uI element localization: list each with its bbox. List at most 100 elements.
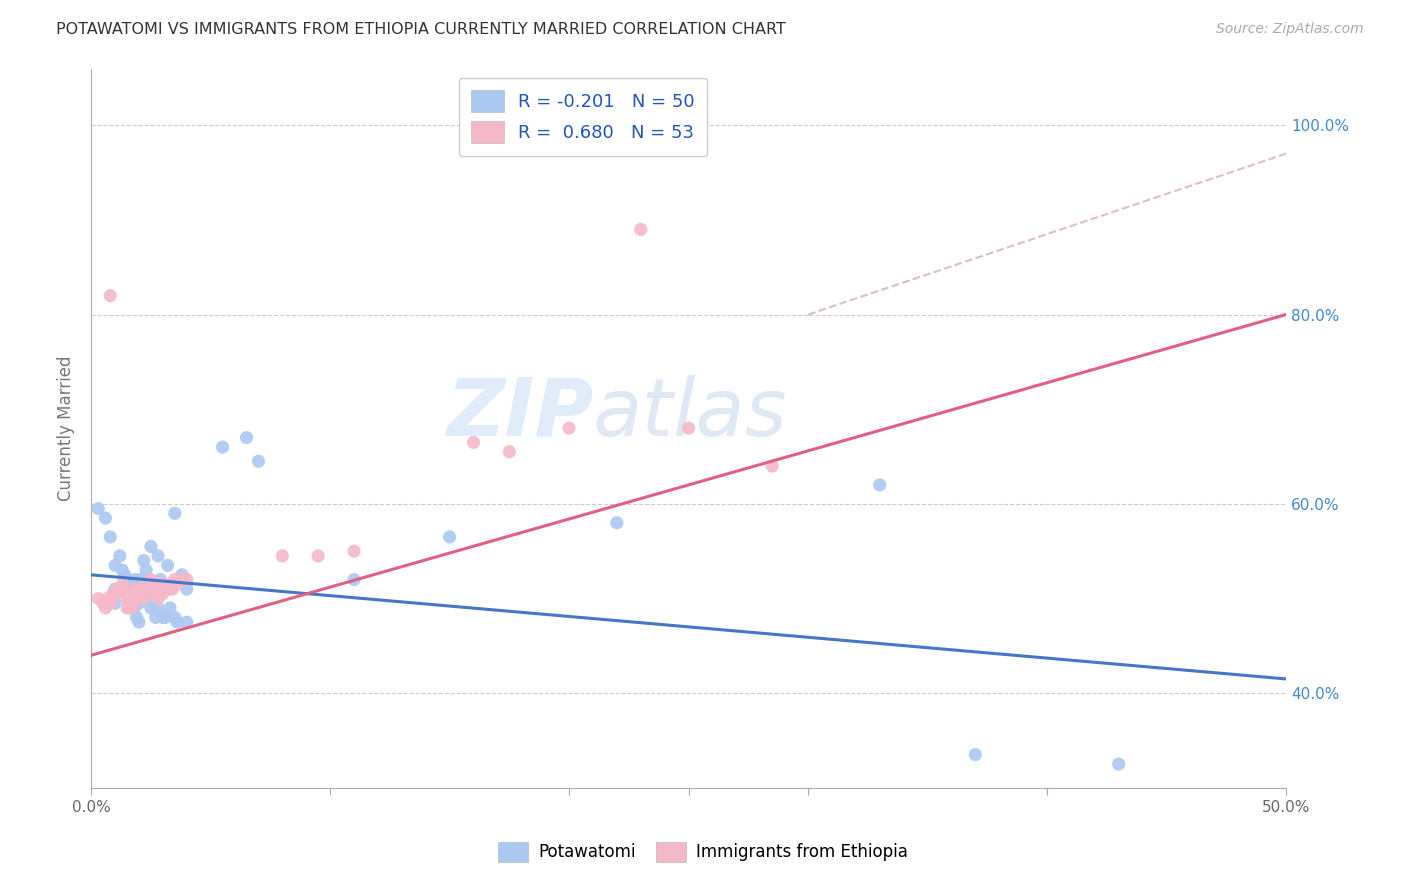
Point xyxy=(131,582,153,596)
Point xyxy=(156,577,179,591)
Point xyxy=(111,563,134,577)
Point xyxy=(166,615,188,629)
Point xyxy=(121,582,143,596)
Point xyxy=(91,596,114,610)
Point xyxy=(135,577,157,591)
Point xyxy=(247,454,270,468)
Point xyxy=(114,567,136,582)
Point xyxy=(97,591,120,606)
Point xyxy=(138,573,160,587)
Point xyxy=(630,222,652,236)
Point xyxy=(108,582,131,596)
Point xyxy=(122,573,145,587)
Point xyxy=(125,591,148,606)
Point xyxy=(463,435,485,450)
Point xyxy=(118,591,141,606)
Point xyxy=(98,288,121,302)
Point xyxy=(142,591,165,606)
Point xyxy=(94,601,117,615)
Point xyxy=(152,577,174,591)
Point xyxy=(163,573,186,587)
Point xyxy=(343,544,366,558)
Point xyxy=(115,573,138,587)
Point xyxy=(139,582,162,596)
Point xyxy=(139,540,162,554)
Point xyxy=(235,431,257,445)
Point xyxy=(121,587,143,601)
Point xyxy=(156,558,179,573)
Point xyxy=(146,549,169,563)
Point xyxy=(107,582,129,596)
Point xyxy=(965,747,987,762)
Point xyxy=(439,530,461,544)
Point xyxy=(159,582,181,596)
Point xyxy=(118,582,141,596)
Point xyxy=(606,516,628,530)
Point xyxy=(159,601,181,615)
Point xyxy=(128,582,150,596)
Point xyxy=(163,610,186,624)
Point xyxy=(131,587,153,601)
Point xyxy=(155,610,177,624)
Point xyxy=(128,573,150,587)
Point xyxy=(152,587,174,601)
Point xyxy=(149,582,172,596)
Point xyxy=(139,573,162,587)
Point xyxy=(146,601,169,615)
Point xyxy=(145,610,167,624)
Point xyxy=(132,591,155,606)
Point xyxy=(498,444,520,458)
Point xyxy=(145,587,167,601)
Point xyxy=(146,591,169,606)
Point xyxy=(104,558,127,573)
Text: ZIP: ZIP xyxy=(446,375,593,453)
Point xyxy=(128,615,150,629)
Point xyxy=(176,573,198,587)
Point xyxy=(163,506,186,520)
Point xyxy=(869,478,891,492)
Point xyxy=(122,582,145,596)
Point xyxy=(761,458,783,473)
Point xyxy=(114,587,136,601)
Text: Source: ZipAtlas.com: Source: ZipAtlas.com xyxy=(1216,22,1364,37)
Point xyxy=(122,601,145,615)
Point xyxy=(104,587,127,601)
Text: atlas: atlas xyxy=(593,375,787,453)
Point xyxy=(176,582,198,596)
Point xyxy=(155,582,177,596)
Point xyxy=(211,440,233,454)
Point xyxy=(104,582,127,596)
Point xyxy=(128,591,150,606)
Point xyxy=(678,421,700,435)
Point xyxy=(98,596,121,610)
Point xyxy=(87,591,110,606)
Point xyxy=(166,577,188,591)
Point xyxy=(558,421,581,435)
Point xyxy=(104,596,127,610)
Point xyxy=(94,511,117,525)
Point xyxy=(132,554,155,568)
Point xyxy=(176,615,198,629)
Point xyxy=(128,596,150,610)
Point xyxy=(271,549,294,563)
Point xyxy=(162,582,184,596)
Point xyxy=(121,601,143,615)
Point xyxy=(108,549,131,563)
Point xyxy=(135,563,157,577)
Y-axis label: Currently Married: Currently Married xyxy=(58,355,75,501)
Point xyxy=(118,601,141,615)
Text: POTAWATOMI VS IMMIGRANTS FROM ETHIOPIA CURRENTLY MARRIED CORRELATION CHART: POTAWATOMI VS IMMIGRANTS FROM ETHIOPIA C… xyxy=(56,22,786,37)
Point xyxy=(118,591,141,606)
Point xyxy=(138,582,160,596)
Point xyxy=(170,567,193,582)
Point xyxy=(142,582,165,596)
Point xyxy=(170,573,193,587)
Point xyxy=(115,601,138,615)
Point xyxy=(98,530,121,544)
Point xyxy=(343,573,366,587)
Point xyxy=(1108,757,1130,772)
Point xyxy=(115,591,138,606)
Point xyxy=(122,596,145,610)
Point xyxy=(87,501,110,516)
Point xyxy=(132,587,155,601)
